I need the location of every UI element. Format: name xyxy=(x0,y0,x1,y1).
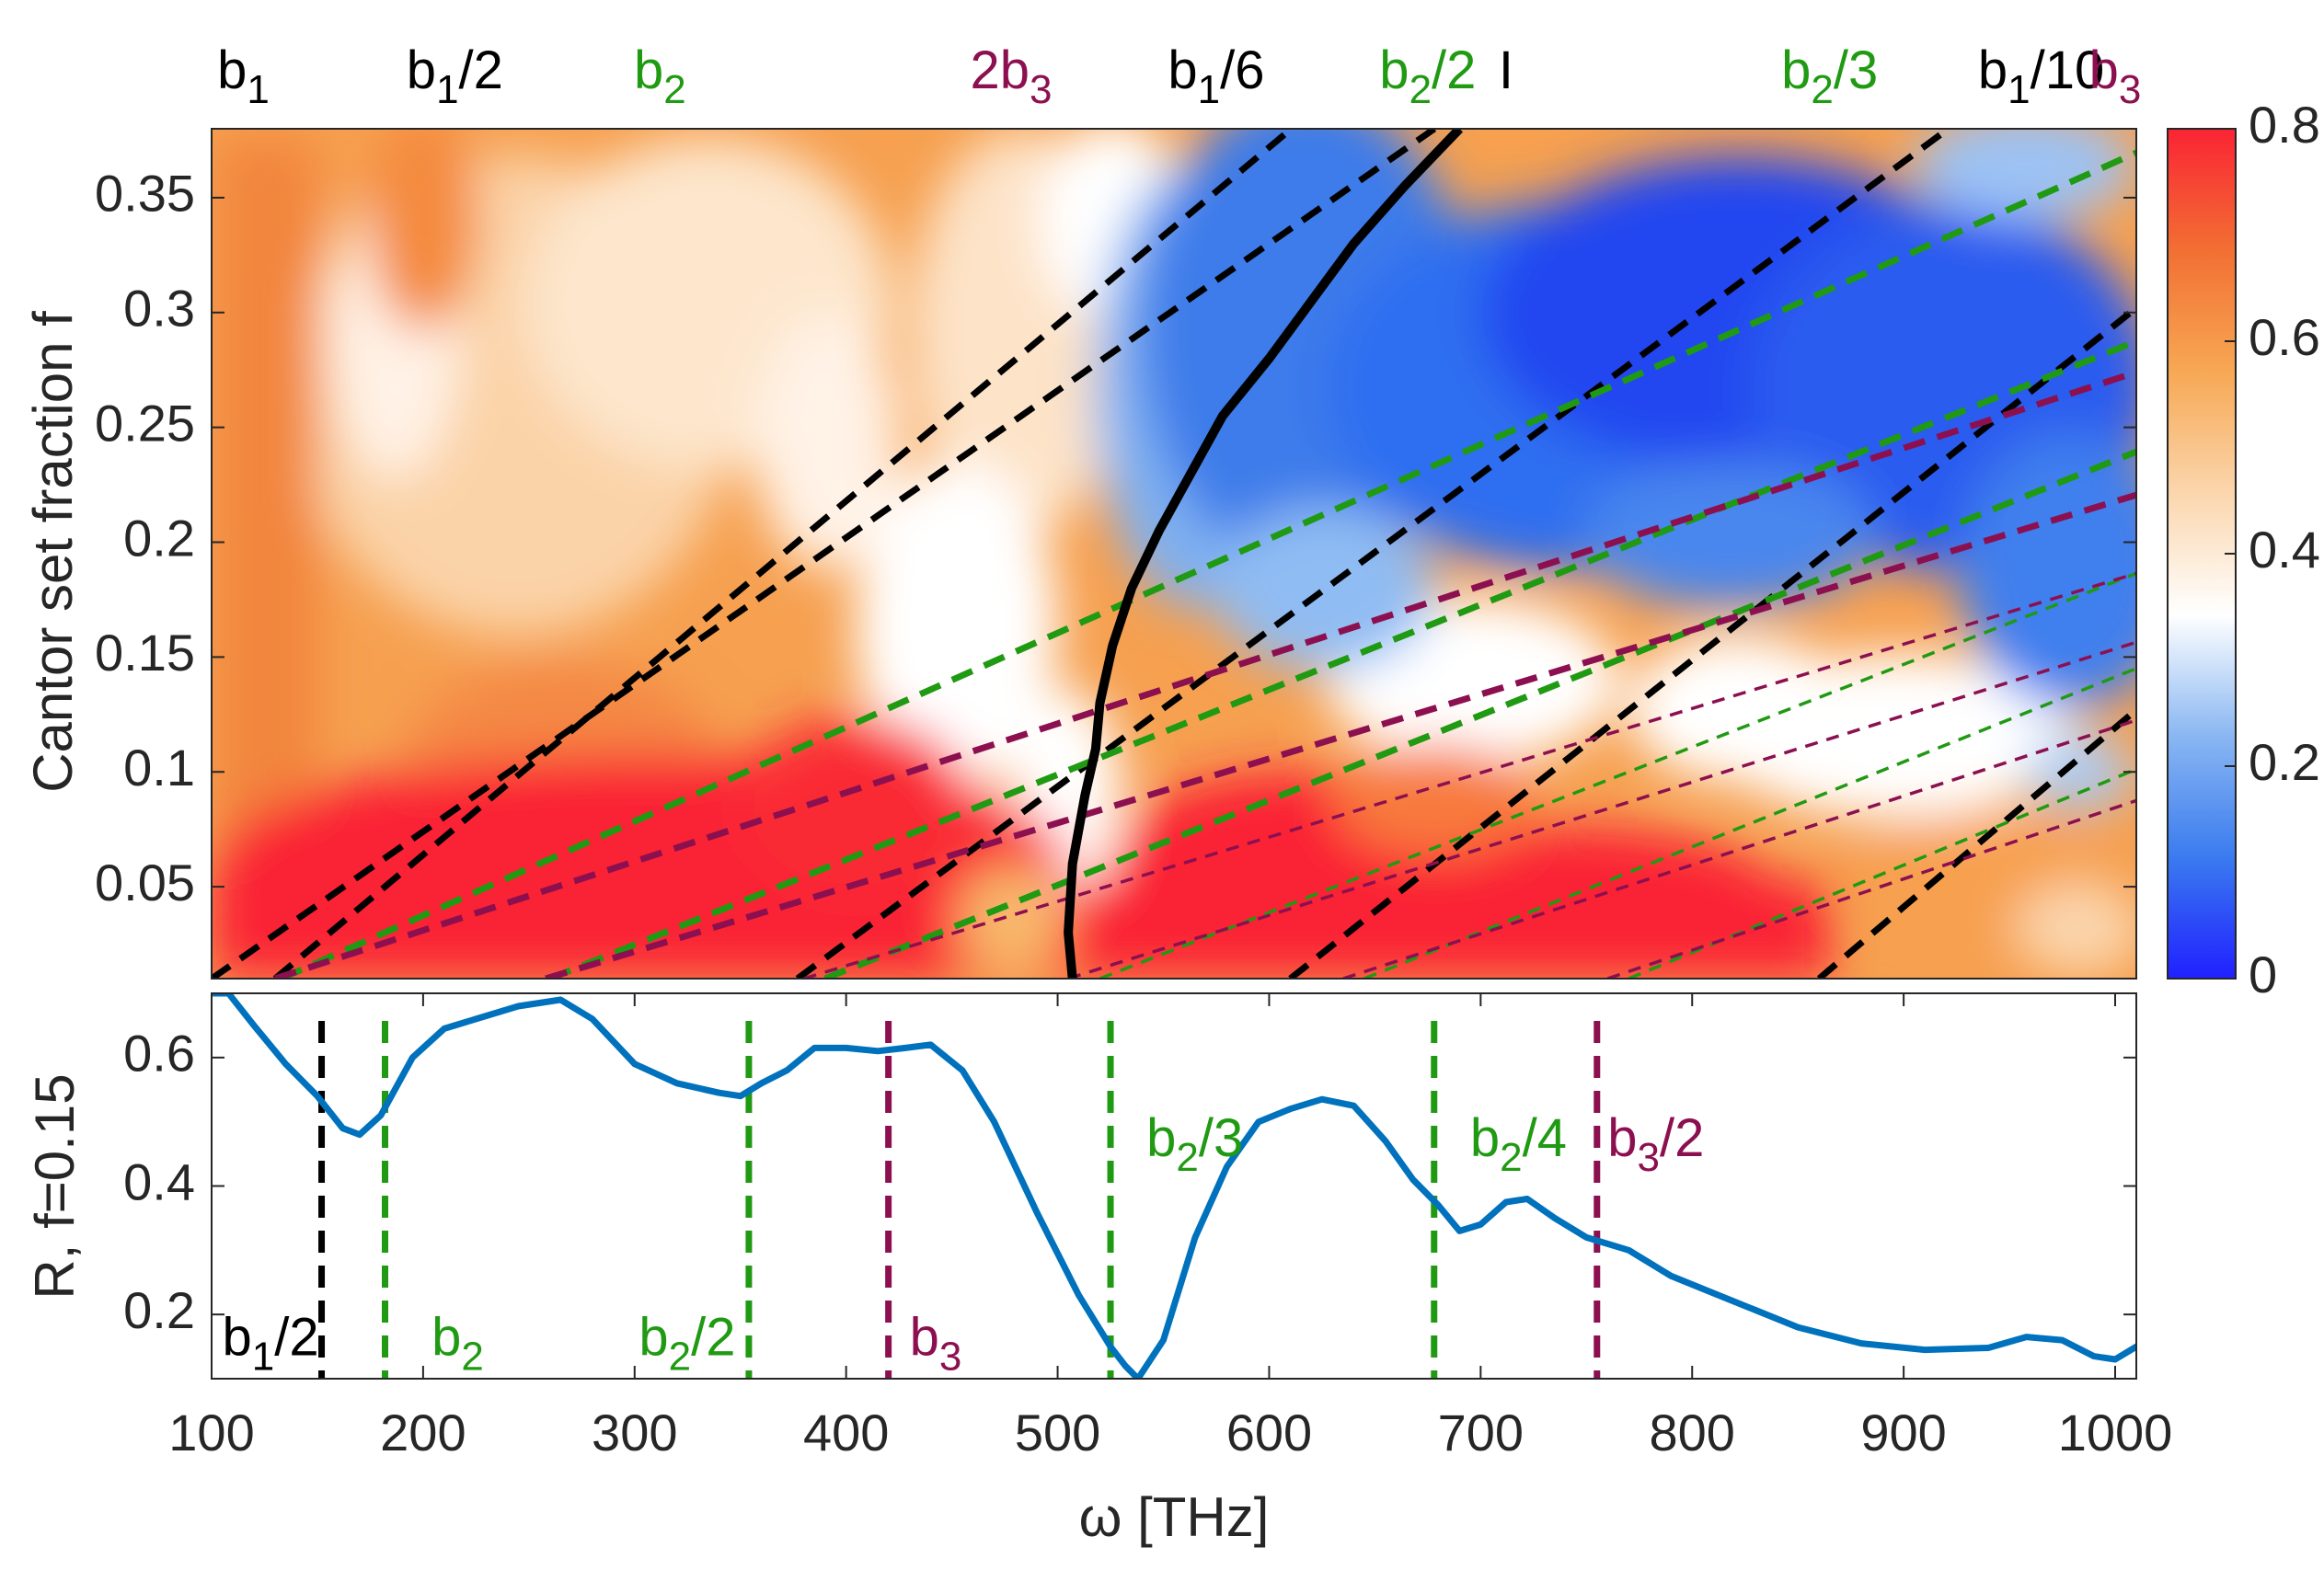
x-tick-label: 600 xyxy=(1226,1404,1312,1461)
resonance-label: b1/2 xyxy=(222,1308,318,1380)
heatmap-y-tick-label: 0.05 xyxy=(95,854,195,911)
curve-b2-over-3 xyxy=(823,448,2136,979)
colorbar-tick-label: 0.4 xyxy=(2249,521,2320,579)
top-label: b1/10 xyxy=(1978,40,2104,112)
resonance-label: b2/3 xyxy=(1146,1108,1243,1180)
top-label: b2/2 xyxy=(1379,40,1476,112)
heatmap-y-tick-label: 0.35 xyxy=(95,165,195,223)
curve-b2-over-5 xyxy=(1363,666,2136,979)
colorbar-tick-label: 0 xyxy=(2249,945,2277,1003)
top-label: 2b3 xyxy=(970,40,1052,112)
top-label: b2/3 xyxy=(1781,40,1878,112)
guide-curves xyxy=(212,129,2136,979)
x-tick-label: 800 xyxy=(1650,1404,1735,1461)
reflectance-y-ticks: 0.2 0.4 0.6 xyxy=(123,1025,2136,1339)
heatmap-field xyxy=(212,129,2136,979)
curve-b2-over-2 xyxy=(548,338,2136,979)
x-tick-label: 1000 xyxy=(2058,1404,2173,1461)
colorbar-tick-label: 0.8 xyxy=(2249,96,2320,154)
reflectance-panel: 100 200 300 400 500 600 700 800 900 1000 0.20.40.… xyxy=(24,992,2172,1548)
colorbar-tick-label: 0.2 xyxy=(2249,733,2320,791)
heatmap-y-tick-label: 0.25 xyxy=(95,394,195,452)
curve-b3-over-2 xyxy=(803,571,2136,979)
x-tick-label: 500 xyxy=(1015,1404,1100,1461)
colorbar-tick-label: 0.6 xyxy=(2249,308,2320,366)
curve-b1-over-10 xyxy=(1288,304,2136,979)
top-label: b2 xyxy=(634,40,686,112)
x-tick-label: 400 xyxy=(803,1404,889,1461)
x-tick-label: 100 xyxy=(168,1404,254,1461)
top-label: b1/6 xyxy=(1168,40,1264,112)
heatmap-y-ticks: 0.05 0.1 0.15 0.2 0.25 0.3 0.35 xyxy=(95,165,2136,911)
x-tick-label: 700 xyxy=(1438,1404,1524,1461)
x-tick-label: 300 xyxy=(592,1404,677,1461)
heatmap-y-axis-title: Cantor set fraction f xyxy=(22,311,84,793)
colorbar-gradient xyxy=(2168,129,2236,979)
curve-b1-over-14 xyxy=(1816,705,2136,979)
x-ticks: 100 200 300 400 500 600 700 800 900 1000 xyxy=(168,993,2172,1461)
heatmap-y-tick-label: 0.3 xyxy=(123,280,195,338)
resonance-lines xyxy=(318,1021,1601,1379)
resonance-label: b3/2 xyxy=(1607,1108,1704,1180)
curve-b1-over-6 xyxy=(795,129,1950,979)
x-axis-title: ω [THz] xyxy=(1079,1486,1270,1548)
curve-b1 xyxy=(212,129,1437,979)
heatmap-frame xyxy=(211,128,2137,980)
top-label: b1/2 xyxy=(407,40,503,112)
resonance-label: b2 xyxy=(431,1308,484,1380)
solid-curve xyxy=(1064,129,1464,979)
resonance-label: b2/4 xyxy=(1470,1108,1567,1180)
curve-b1-over-2 xyxy=(272,129,1294,979)
heatmap-y-tick-label: 0.15 xyxy=(95,624,195,682)
reflectance-y-axis-title: R, f=0.15 xyxy=(24,1073,86,1299)
curve-b3-over-3 xyxy=(1067,640,2136,979)
reflectance-y-tick-label: 0.4 xyxy=(123,1152,195,1210)
colorbar: 0 0.2 0.4 0.6 0.8 xyxy=(2167,96,2320,1003)
heatmap-y-tick-label: 0.1 xyxy=(123,739,195,796)
reflectance-y-tick-label: 0.2 xyxy=(123,1281,195,1339)
curve-b3-over-5 xyxy=(1606,798,2136,979)
colorbar-ticks: 0 0.2 0.4 0.6 0.8 xyxy=(2225,96,2320,1003)
resonance-label: b3 xyxy=(910,1308,962,1380)
reflectance-y-tick-label: 0.6 xyxy=(123,1025,195,1083)
resonance-label: b2/2 xyxy=(639,1308,735,1380)
heatmap-panel: 0.05 0.1 0.15 0.2 0.25 0.3 0.35 b1 b1/2 b2 2b3 b1/… xyxy=(22,40,2141,980)
heatmap-y-tick-label: 0.2 xyxy=(123,509,195,567)
reflectance-background xyxy=(212,993,2136,1379)
x-tick-label: 200 xyxy=(380,1404,466,1461)
curve-b3 xyxy=(273,369,2136,979)
resonance-labels: b1/2 b2 b2/2 b3 b2/3 b2/4 b3/2 xyxy=(222,1108,1704,1379)
reflectance-line xyxy=(212,993,2136,1379)
x-tick-label: 900 xyxy=(1860,1404,1946,1461)
top-label: I xyxy=(1499,40,1513,100)
top-label: b1 xyxy=(217,40,270,112)
top-label: b3 xyxy=(2089,40,2142,112)
